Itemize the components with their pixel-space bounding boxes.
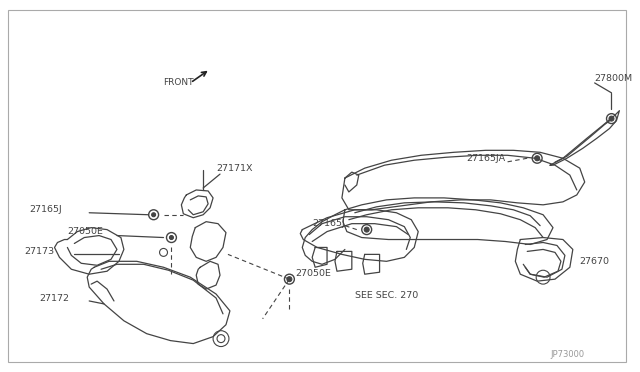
Circle shape [609, 116, 614, 121]
Text: 27171X: 27171X [216, 164, 253, 173]
Text: SEE SEC. 270: SEE SEC. 270 [355, 291, 418, 299]
Circle shape [170, 235, 173, 240]
Text: 27800M: 27800M [595, 74, 633, 83]
Text: 27172: 27172 [40, 295, 70, 304]
Text: 27050E: 27050E [67, 227, 103, 236]
Circle shape [152, 213, 156, 217]
Circle shape [534, 156, 540, 161]
Text: 27670: 27670 [580, 257, 610, 266]
Circle shape [287, 277, 292, 282]
Text: 27165J: 27165J [29, 205, 63, 214]
Circle shape [364, 227, 369, 232]
Text: 27165J: 27165J [312, 219, 345, 228]
Text: JP73000: JP73000 [550, 350, 584, 359]
Text: 27173: 27173 [25, 247, 55, 256]
Text: 27050E: 27050E [295, 269, 332, 278]
Text: 27165JA: 27165JA [467, 154, 506, 163]
Text: FRONT: FRONT [164, 78, 194, 87]
